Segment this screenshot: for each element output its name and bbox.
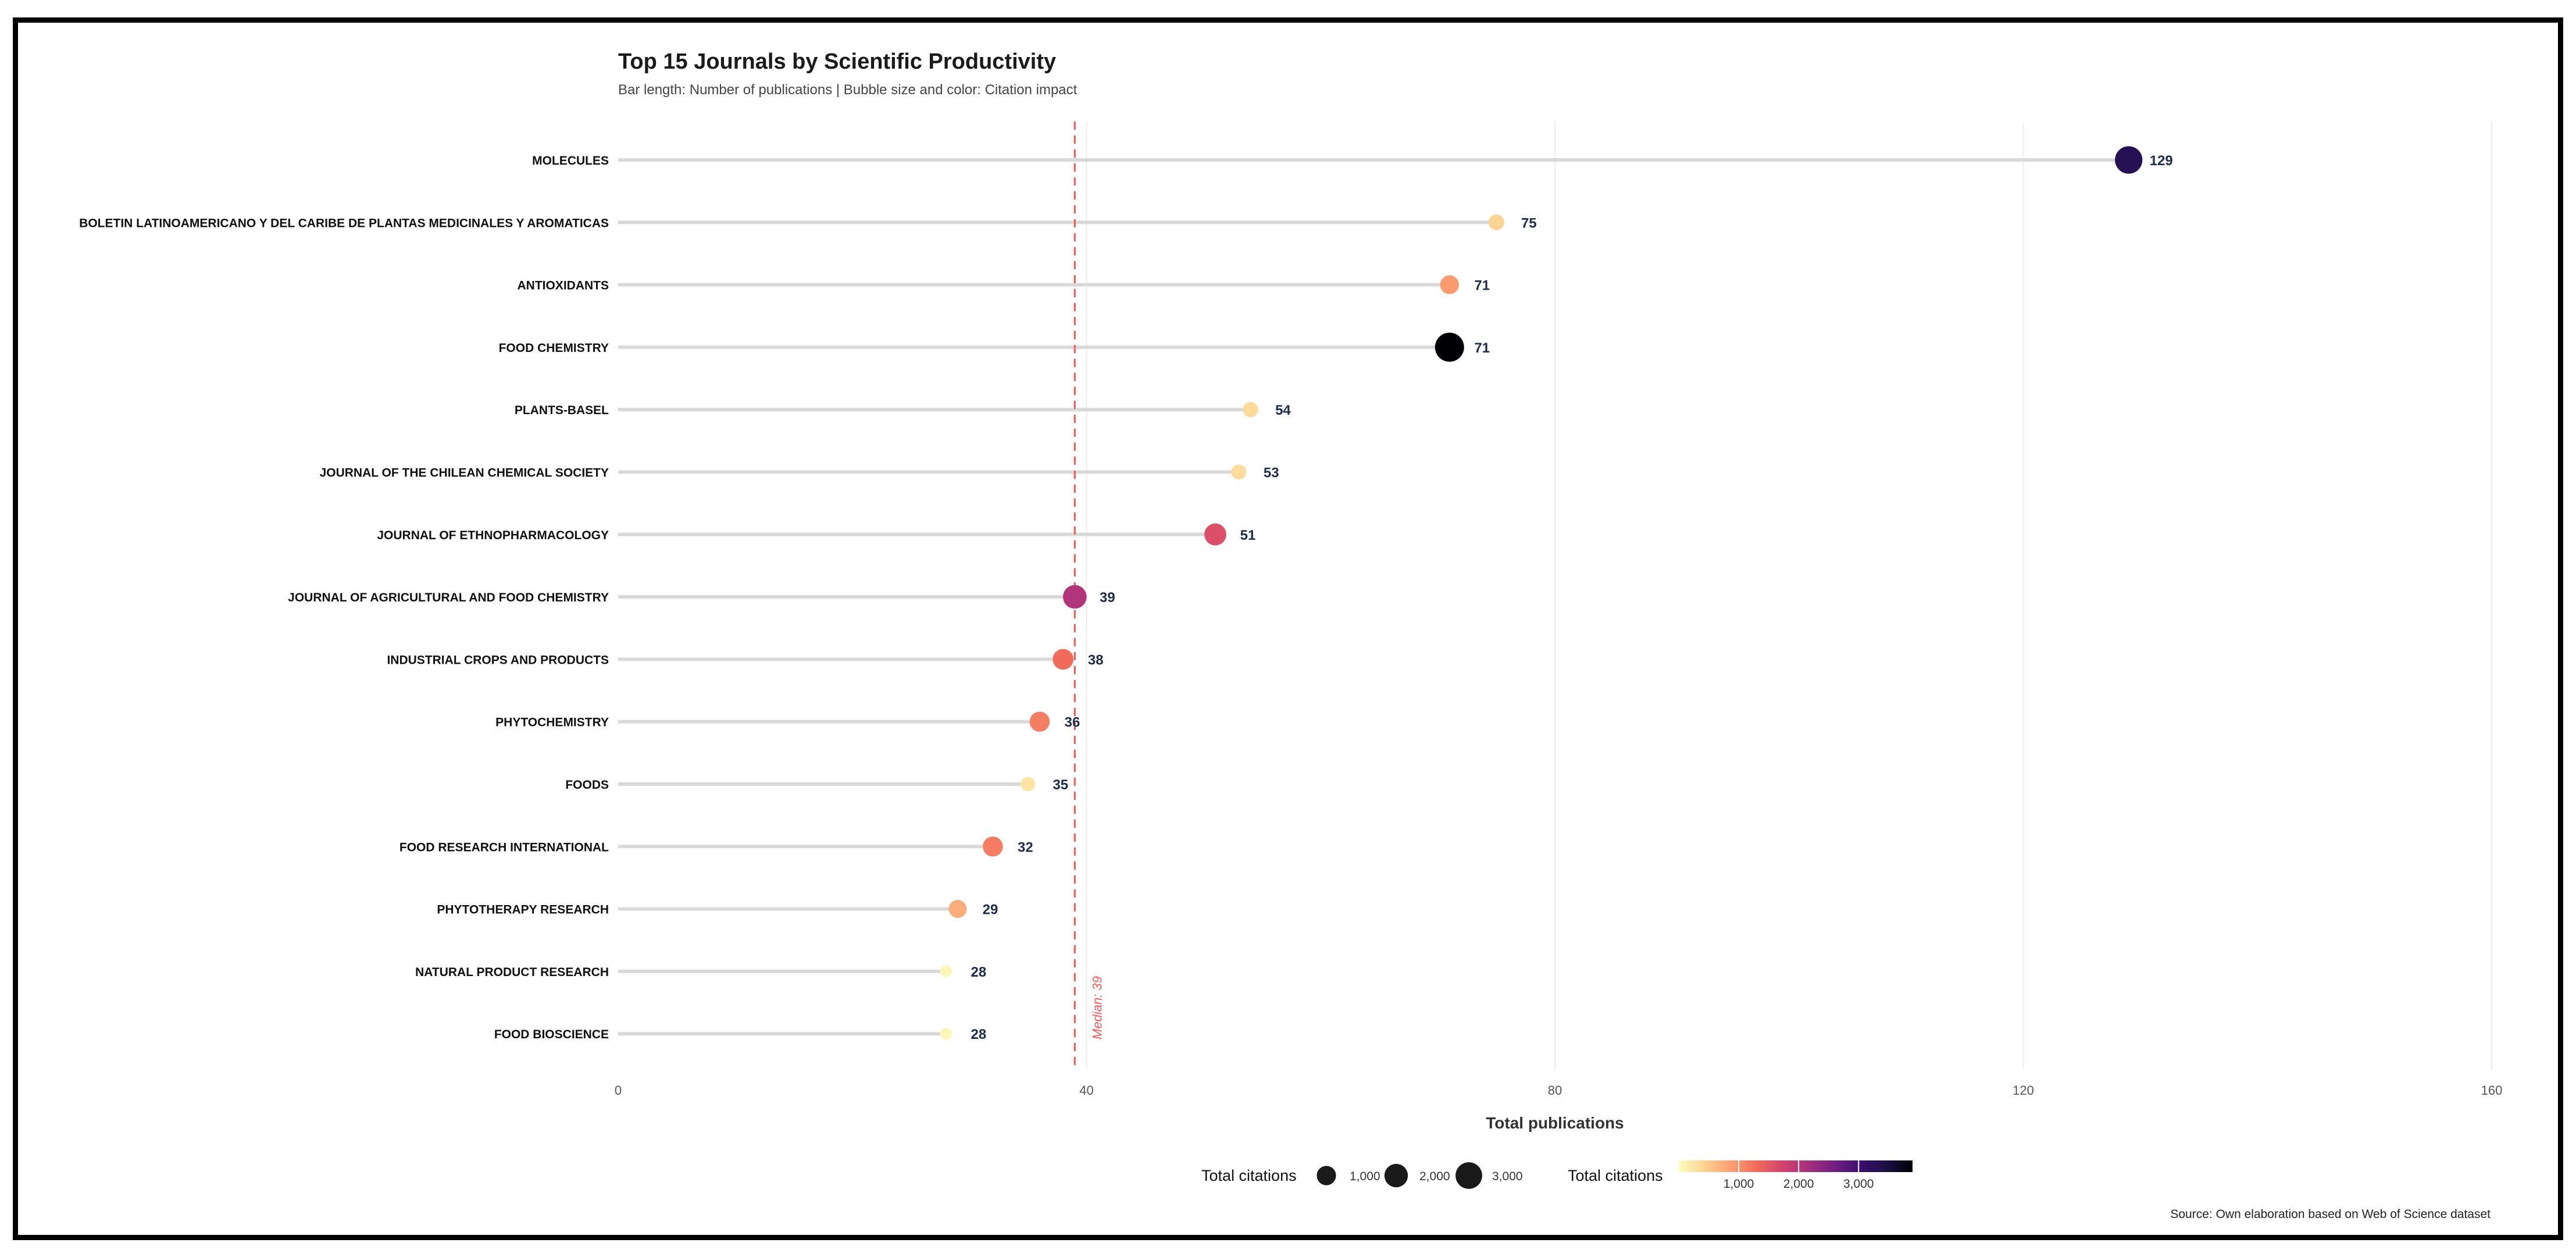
size-legend-bubble bbox=[1455, 1162, 1482, 1189]
size-legend-bubble bbox=[1316, 1166, 1336, 1185]
x-axis-title: Total publications bbox=[1486, 1114, 1624, 1132]
size-legend-bubble bbox=[1384, 1163, 1408, 1188]
y-tick-label: FOOD BIOSCIENCE bbox=[494, 1028, 609, 1041]
citation-bubble bbox=[940, 965, 952, 978]
size-legend-label: 2,000 bbox=[1419, 1170, 1450, 1183]
y-tick-label: FOODS bbox=[565, 778, 609, 792]
color-legend-title: Total citations bbox=[1568, 1167, 1663, 1184]
citation-bubble bbox=[1029, 711, 1050, 732]
bubble-layer bbox=[940, 146, 2143, 1040]
value-label: 39 bbox=[1100, 590, 1115, 606]
y-tick-label: FOOD CHEMISTRY bbox=[499, 341, 609, 355]
chart-subtitle: Bar length: Number of publications | Bub… bbox=[618, 82, 1078, 98]
citation-bubble bbox=[1488, 214, 1504, 230]
value-label: 54 bbox=[1275, 403, 1291, 418]
y-tick-label: MOLECULES bbox=[532, 154, 609, 168]
value-label: 75 bbox=[1521, 215, 1537, 231]
citation-bubble bbox=[1243, 402, 1258, 418]
y-tick-label: NATURAL PRODUCT RESEARCH bbox=[415, 966, 609, 979]
citation-bubble bbox=[983, 836, 1003, 857]
value-label: 35 bbox=[1052, 777, 1068, 793]
colorbar-label: 1,000 bbox=[1724, 1177, 1754, 1191]
source-caption: Source: Own elaboration based on Web of … bbox=[2170, 1208, 2491, 1221]
value-label: 51 bbox=[1240, 528, 1256, 543]
y-tick-label: ANTIOXIDANTS bbox=[518, 279, 609, 293]
y-tick-label: PLANTS-BASEL bbox=[515, 404, 609, 417]
y-tick-label: JOURNAL OF THE CHILEAN CHEMICAL SOCIETY bbox=[320, 467, 609, 480]
citation-bubble bbox=[1440, 275, 1459, 294]
median-label: Median: 39 bbox=[1090, 976, 1104, 1039]
legend: Total citations 1,000 2,000 3,000 Total cita… bbox=[1201, 1160, 1913, 1191]
colorbar-label: 2,000 bbox=[1783, 1177, 1814, 1191]
x-tick-label: 0 bbox=[615, 1083, 622, 1098]
colorbar bbox=[1679, 1160, 1913, 1172]
citation-bubble bbox=[1231, 464, 1247, 480]
citation-bubble bbox=[1435, 332, 1464, 362]
citation-bubble bbox=[2115, 146, 2143, 174]
colorbar-label: 3,000 bbox=[1843, 1177, 1874, 1191]
y-tick-label: INDUSTRIAL CROPS AND PRODUCTS bbox=[387, 653, 609, 667]
y-tick-label: PHYTOTHERAPY RESEARCH bbox=[437, 903, 609, 917]
value-label: 29 bbox=[983, 902, 998, 918]
x-tick-label: 120 bbox=[2013, 1083, 2034, 1098]
size-legend-label: 1,000 bbox=[1350, 1170, 1380, 1183]
chart-title: Top 15 Journals by Scientific Productivi… bbox=[618, 49, 1056, 74]
citation-bubble bbox=[948, 900, 967, 918]
segment-layer bbox=[618, 158, 2129, 1036]
value-label: 38 bbox=[1088, 652, 1104, 668]
y-tick-label: BOLETIN LATINOAMERICANO Y DEL CARIBE DE … bbox=[79, 216, 609, 230]
y-tick-label: PHYTOCHEMISTRY bbox=[495, 716, 609, 729]
x-tick-label: 80 bbox=[1548, 1083, 1562, 1098]
size-legend-title: Total citations bbox=[1201, 1167, 1297, 1184]
size-legend-label: 3,000 bbox=[1492, 1170, 1523, 1183]
citation-bubble bbox=[1052, 649, 1074, 670]
grid-layer bbox=[1086, 122, 2492, 1070]
value-label: 71 bbox=[1474, 278, 1490, 294]
citation-bubble bbox=[1063, 585, 1087, 609]
citation-bubble bbox=[1021, 777, 1036, 792]
y-tick-label: FOOD RESEARCH INTERNATIONAL bbox=[399, 841, 609, 854]
citation-bubble bbox=[940, 1028, 952, 1040]
value-label: 28 bbox=[971, 1027, 986, 1042]
value-label: 129 bbox=[2150, 153, 2173, 169]
y-tick-label: JOURNAL OF ETHNOPHARMACOLOGY bbox=[377, 529, 609, 542]
chart-svg: Top 15 Journals by Scientific Productivi… bbox=[79, 49, 2502, 1221]
label-layer: MOLECULES 129 BOLETIN LATINOAMERICANO Y DE… bbox=[79, 153, 2173, 1042]
value-label: 32 bbox=[1018, 839, 1033, 855]
chart-frame: Top 15 Journals by Scientific Productivi… bbox=[13, 17, 2563, 1240]
value-label: 53 bbox=[1264, 465, 1279, 481]
y-tick-label: JOURNAL OF AGRICULTURAL AND FOOD CHEMIST… bbox=[288, 591, 609, 604]
citation-bubble bbox=[1204, 523, 1226, 546]
median-layer: Median: 39 bbox=[1073, 122, 1104, 1070]
value-label: 28 bbox=[971, 964, 986, 980]
axis-layer: 0 40 80 120 160 bbox=[615, 1083, 2502, 1098]
value-label: 71 bbox=[1474, 340, 1490, 356]
x-tick-label: 40 bbox=[1079, 1083, 1093, 1098]
x-tick-label: 160 bbox=[2481, 1083, 2503, 1098]
value-label: 36 bbox=[1065, 715, 1080, 731]
